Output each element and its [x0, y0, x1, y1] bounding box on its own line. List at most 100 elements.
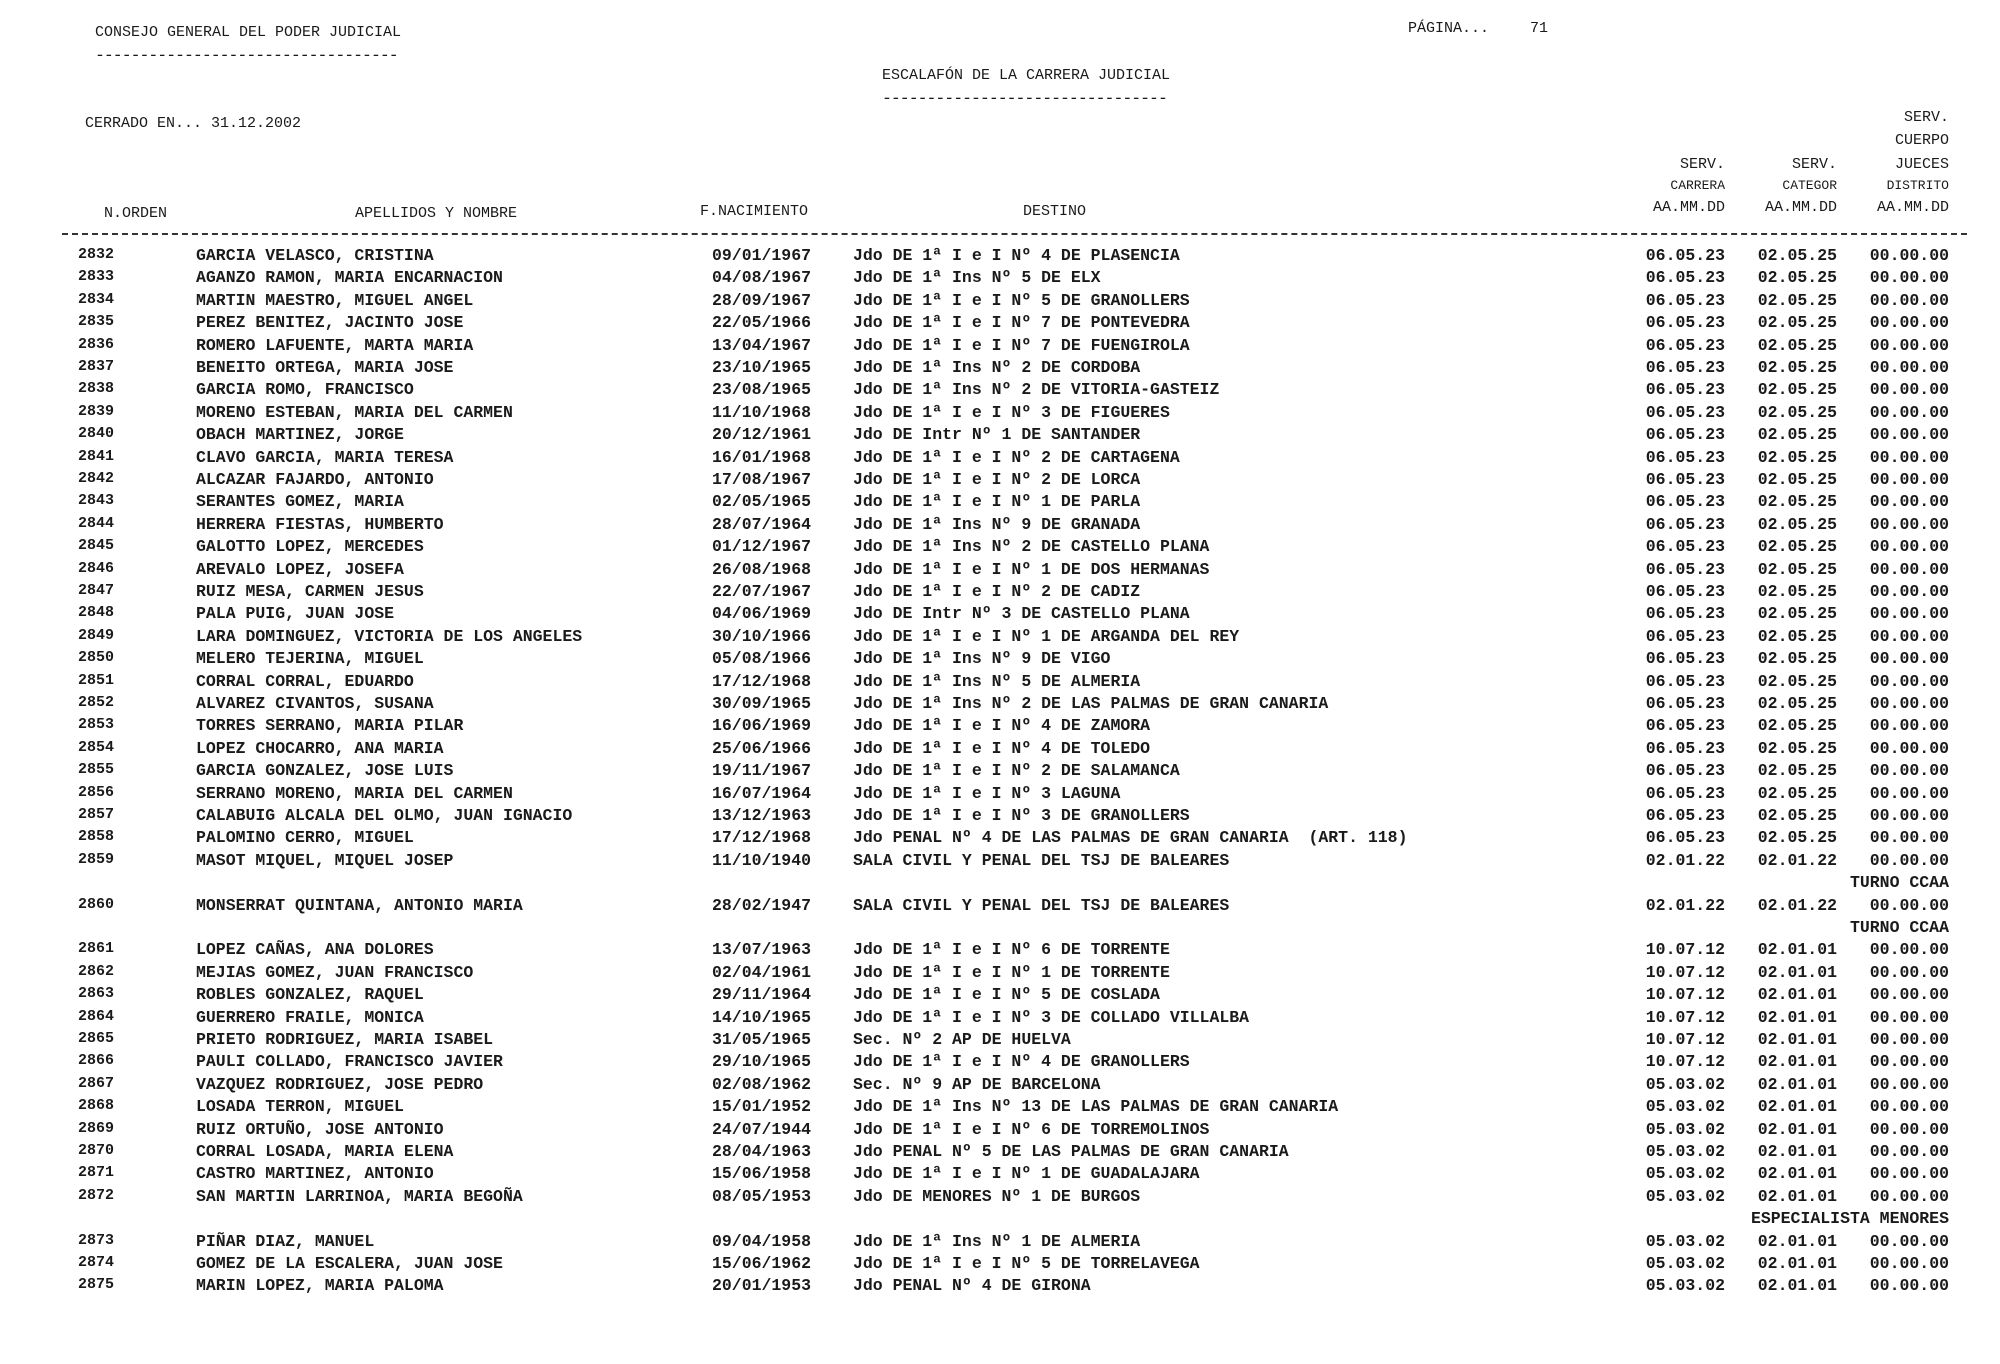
serv-categor: 02.05.25 — [1757, 492, 1837, 512]
table-row: 2841 CLAVO GARCIA, MARIA TERESA 16/01/1968… — [0, 448, 2000, 470]
serv-jueces: 00.00.00 — [1869, 1276, 1949, 1296]
nombre: ALVAREZ CIVANTOS, SUSANA — [196, 694, 434, 713]
fecha-nacimiento: 30/10/1966 — [712, 626, 812, 646]
destino: Jdo DE 1ª I e I Nº 2 DE CADIZ — [853, 582, 1141, 601]
serv-categor: 02.05.25 — [1757, 559, 1837, 579]
destino: Jdo PENAL Nº 4 DE LAS PALMAS DE GRAN CAN… — [853, 828, 1408, 848]
serv-carrera: 06.05.23 — [1645, 738, 1725, 758]
serv-carrera: 10.07.12 — [1645, 1030, 1725, 1049]
divider: -------------------------------- — [882, 89, 1168, 108]
orden-number: 2852 — [78, 694, 115, 711]
fecha-nacimiento: 22/07/1967 — [712, 582, 812, 601]
orden-number: 2853 — [78, 716, 115, 734]
orden-number: 2838 — [78, 380, 115, 398]
destino: Jdo DE Intr Nº 3 DE CASTELLO PLANA — [853, 604, 1190, 624]
nombre: VAZQUEZ RODRIGUEZ, JOSE PEDRO — [196, 1074, 484, 1094]
table-row: 2834 MARTIN MAESTRO, MIGUEL ANGEL 28/09/19… — [0, 291, 2000, 313]
fecha-nacimiento: 31/05/1965 — [712, 1030, 812, 1049]
serv-categor: 02.05.25 — [1757, 425, 1837, 445]
table-row-note: TURNO CCAA — [0, 873, 2000, 895]
serv-categor: 02.01.01 — [1757, 962, 1837, 982]
table-row: 2871 CASTRO MARTINEZ, ANTONIO 15/06/1958 Jd… — [0, 1164, 2000, 1186]
table-row: 2858 PALOMINO CERRO, MIGUEL 17/12/1968 Jdo … — [0, 828, 2000, 850]
destino: Jdo DE 1ª I e I Nº 5 DE COSLADA — [853, 985, 1160, 1005]
table-row: 2840 OBACH MARTINEZ, JORGE 20/12/1961 Jdo D… — [0, 425, 2000, 447]
table-row: 2835 PEREZ BENITEZ, JACINTO JOSE 22/05/196… — [0, 313, 2000, 335]
destino: Jdo DE 1ª I e I Nº 7 DE FUENGIROLA — [853, 335, 1190, 355]
serv-jueces: 00.00.00 — [1869, 1186, 1949, 1206]
serv-jueces: 00.00.00 — [1869, 940, 1949, 960]
orden-number: 2861 — [78, 940, 115, 958]
orden-number: 2855 — [78, 761, 115, 779]
orden-number: 2836 — [78, 335, 115, 353]
serv-jueces: 00.00.00 — [1869, 1119, 1949, 1139]
serv-categor: 02.05.25 — [1757, 447, 1837, 467]
orden-number: 2837 — [78, 358, 115, 375]
fecha-nacimiento: 15/06/1958 — [712, 1164, 812, 1184]
fecha-nacimiento: 23/08/1965 — [712, 380, 812, 400]
column-categor-3: AA.MM.DD — [1764, 199, 1837, 216]
destino: Jdo DE Intr Nº 1 DE SANTANDER — [853, 425, 1141, 445]
table-row: 2852 ALVAREZ CIVANTOS, SUSANA 30/09/1965 Jd… — [0, 694, 2000, 716]
serv-jueces: 00.00.00 — [1869, 470, 1949, 489]
serv-carrera: 06.05.23 — [1645, 402, 1725, 422]
serv-jueces: 00.00.00 — [1869, 1074, 1949, 1094]
table-row: 2873 PIÑAR DIAZ, MANUEL 09/04/1958 Jdo DE 1… — [0, 1232, 2000, 1254]
serv-categor: 02.01.01 — [1757, 1007, 1837, 1027]
destino: Jdo DE 1ª Ins Nº 2 DE CORDOBA — [853, 358, 1141, 377]
serv-carrera: 06.05.23 — [1645, 492, 1725, 512]
nombre: ROMERO LAFUENTE, MARTA MARIA — [196, 335, 474, 355]
serv-jueces: 00.00.00 — [1869, 425, 1949, 445]
orden-number: 2832 — [78, 246, 115, 263]
nombre: MARIN LOPEZ, MARIA PALOMA — [196, 1276, 444, 1296]
serv-carrera: 06.05.23 — [1645, 470, 1725, 489]
serv-categor: 02.05.25 — [1757, 470, 1837, 489]
serv-carrera: 06.05.23 — [1645, 358, 1725, 377]
table-row: 2848 PALA PUIG, JUAN JOSE 04/06/1969 Jdo DE… — [0, 604, 2000, 626]
orden-number: 2846 — [78, 559, 115, 577]
destino: Jdo DE 1ª I e I Nº 1 DE DOS HERMANAS — [853, 559, 1210, 579]
serv-carrera: 05.03.02 — [1645, 1142, 1725, 1161]
serv-jueces: 00.00.00 — [1869, 895, 1949, 915]
serv-carrera: 06.05.23 — [1645, 514, 1725, 534]
nombre: LOSADA TERRON, MIGUEL — [196, 1097, 404, 1117]
orden-number: 2851 — [78, 671, 115, 689]
serv-categor: 02.05.25 — [1757, 290, 1837, 310]
table-row: 2872 SAN MARTIN LARRINOA, MARIA BEGOÑA 08/… — [0, 1187, 2000, 1209]
fecha-nacimiento: 09/01/1967 — [712, 246, 812, 265]
serv-categor: 02.05.25 — [1757, 313, 1837, 333]
serv-categor: 02.05.25 — [1757, 268, 1837, 288]
fecha-nacimiento: 25/06/1966 — [712, 738, 812, 758]
fecha-nacimiento: 20/12/1961 — [712, 425, 812, 445]
orden-number: 2843 — [78, 492, 115, 510]
serv-carrera: 06.05.23 — [1645, 649, 1725, 669]
serv-jueces: 00.00.00 — [1869, 806, 1949, 825]
destino: Jdo DE 1ª Ins Nº 5 DE ELX — [853, 268, 1101, 288]
serv-carrera: 06.05.23 — [1645, 626, 1725, 646]
fecha-nacimiento: 09/04/1958 — [712, 1231, 812, 1251]
serv-categor: 02.01.01 — [1757, 1052, 1837, 1072]
serv-jueces: 00.00.00 — [1869, 738, 1949, 758]
serv-carrera: 06.05.23 — [1645, 335, 1725, 355]
serv-categor: 02.05.25 — [1757, 716, 1837, 736]
column-carrera-1: SERV. — [1679, 156, 1725, 173]
serv-jueces: 00.00.00 — [1869, 559, 1949, 579]
nombre: SERANTES GOMEZ, MARIA — [196, 492, 404, 512]
orden-number: 2865 — [78, 1030, 115, 1047]
serv-categor: 02.05.25 — [1757, 806, 1837, 825]
fecha-nacimiento: 24/07/1944 — [712, 1119, 812, 1139]
table-row: 2843 SERANTES GOMEZ, MARIA 02/05/1965 Jdo D… — [0, 492, 2000, 514]
table-row: 2862 MEJIAS GOMEZ, JUAN FRANCISCO 02/04/19… — [0, 963, 2000, 985]
orden-number: 2842 — [78, 470, 115, 487]
destino: Jdo DE 1ª I e I Nº 3 DE COLLADO VILLALBA — [853, 1007, 1250, 1027]
fecha-nacimiento: 22/05/1966 — [712, 313, 812, 333]
orden-number: 2872 — [78, 1186, 115, 1204]
serv-categor: 02.05.25 — [1757, 828, 1837, 848]
destino: Sec. Nº 2 AP DE HUELVA — [853, 1030, 1071, 1049]
serv-categor: 02.01.01 — [1757, 1254, 1837, 1273]
serv-carrera: 10.07.12 — [1645, 1007, 1725, 1027]
column-jueces-2: CUERPO — [1894, 132, 1949, 149]
closing-date: CERRADO EN... 31.12.2002 — [85, 115, 302, 132]
fecha-nacimiento: 13/07/1963 — [712, 940, 812, 960]
destino: Jdo DE 1ª I e I Nº 2 DE CARTAGENA — [853, 447, 1180, 467]
